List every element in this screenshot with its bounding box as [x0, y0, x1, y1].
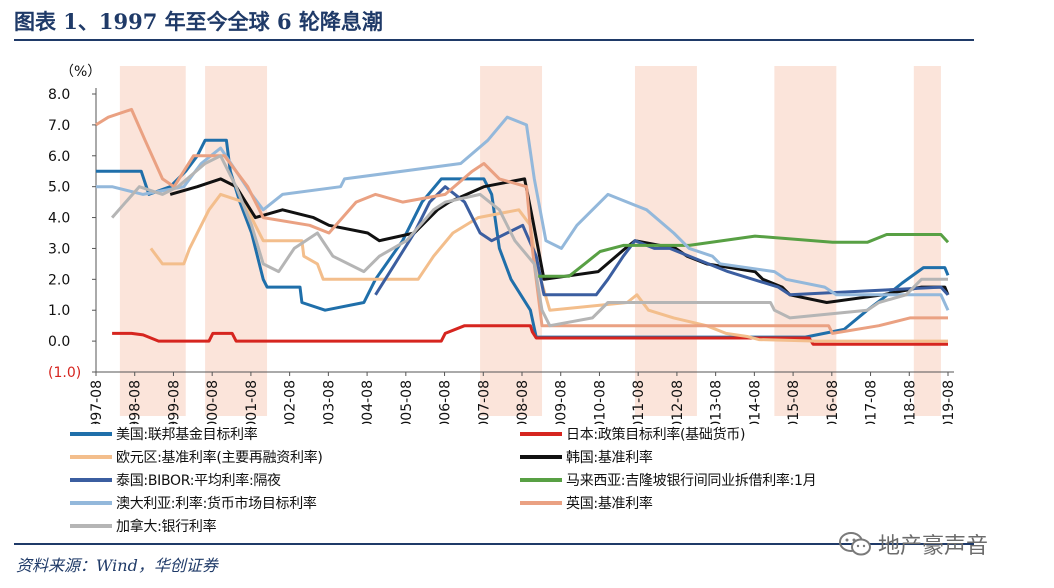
legend-label: 美国:联邦基金目标利率: [116, 427, 258, 443]
legend-item-6: 马来西亚:吉隆坡银行间同业拆借利率:1月: [520, 470, 817, 490]
watermark-text: 地产豪声音: [878, 534, 989, 559]
legend-swatch: [70, 432, 112, 436]
legend-item-4: 韩国:基准利率: [520, 447, 653, 467]
y-axis-label: （%）: [60, 64, 101, 80]
x-tick-label: 2015-08: [786, 380, 802, 424]
x-tick-label: 1997-08: [89, 380, 105, 424]
y-tick-label: 2.0: [48, 272, 70, 288]
legend-swatch: [70, 501, 112, 505]
series-line-7: [95, 115, 950, 311]
chat-bubble-icon: [839, 532, 871, 556]
legend-label: 日本:政策目标利率(基础货币): [566, 427, 746, 443]
legend-item-1: 美国:联邦基金目标利率: [70, 424, 258, 444]
x-tick-label: 1998-08: [128, 380, 144, 424]
x-tick-label: 2007-08: [476, 380, 492, 424]
legend-label: 泰国:BIBOR:平均利率:隔夜: [116, 473, 281, 489]
watermark: 地产豪声音: [838, 528, 988, 560]
x-tick-label: 2014-08: [747, 380, 763, 424]
series-line-9: [110, 154, 948, 328]
rate-chart: (1.0) 0.0 1.0 2.0 3.0 4.0 5.0 6.0 7.0 8.0 1997-08 1…: [48, 64, 957, 424]
y-tick-label: 8.0: [48, 87, 70, 103]
legend-swatch: [70, 455, 112, 459]
legend-swatch: [70, 524, 112, 528]
x-tick-label: 2019-08: [941, 380, 957, 424]
legend-item-3: 欧元区:基准利率(主要再融资利率): [70, 447, 323, 467]
legend-item-8: 英国:基准利率: [520, 493, 653, 513]
legend-swatch: [520, 455, 562, 459]
page-title: 图表 1、1997 年至今全球 6 轮降息潮: [14, 9, 383, 34]
x-tick-label: 2018-08: [902, 380, 918, 424]
legend-label: 澳大利亚:利率:货币市场目标利率: [116, 496, 317, 512]
legend-label: 欧元区:基准利率(主要再融资利率): [116, 450, 323, 466]
footer-divider: [14, 543, 974, 545]
x-tick-label: 2001-08: [244, 380, 260, 424]
x-tick-label: 2009-08: [554, 380, 570, 424]
legend-swatch: [520, 478, 562, 482]
x-tick-label: 2016-08: [825, 380, 841, 424]
shaded-period-4: [634, 66, 697, 416]
legend-swatch: [520, 501, 562, 505]
chart-axes: (1.0) 0.0 1.0 2.0 3.0 4.0 5.0 6.0 7.0 8.0 1997-08 1…: [48, 87, 957, 424]
series-line-6: [538, 233, 950, 278]
x-tick-label: 2003-08: [321, 380, 337, 424]
y-tick-label: 0.0: [48, 334, 70, 350]
legend-swatch: [520, 432, 562, 436]
shaded-period-6: [913, 66, 941, 416]
legend-label: 英国:基准利率: [566, 496, 653, 512]
legend-item-2: 日本:政策目标利率(基础货币): [520, 424, 745, 444]
y-tick-label: 1.0: [48, 303, 70, 319]
x-tick-label: 2006-08: [438, 380, 454, 424]
y-tick-label: 6.0: [48, 149, 70, 165]
legend-item-7: 澳大利亚:利率:货币市场目标利率: [70, 493, 317, 513]
series-line-5: [374, 185, 950, 297]
y-tick-label: 5.0: [48, 180, 70, 196]
series-line-8: [95, 107, 948, 335]
legend-swatch: [70, 478, 112, 482]
legend-item-5: 泰国:BIBOR:平均利率:隔夜: [70, 470, 281, 490]
y-tick-label: 4.0: [48, 211, 70, 227]
series-line-2: [112, 324, 948, 346]
legend-item-9: 加拿大:银行利率: [70, 516, 217, 536]
x-tick-label: 2017-08: [864, 380, 880, 424]
x-tick-label: 2005-08: [399, 380, 415, 424]
x-tick-label: 2010-08: [592, 380, 608, 424]
x-tick-label: 2002-08: [283, 380, 299, 424]
source-note: 资料来源：Wind，华创证券: [16, 556, 218, 575]
legend-label: 马来西亚:吉隆坡银行间同业拆借利率:1月: [566, 473, 817, 489]
y-tick-label: (1.0): [48, 365, 81, 381]
y-tick-label: 7.0: [48, 118, 70, 134]
x-tick-label: 2013-08: [709, 380, 725, 424]
x-tick-label: 2008-08: [515, 380, 531, 424]
x-tick-label: 2004-08: [360, 380, 376, 424]
x-tick-label: 2012-08: [670, 380, 686, 424]
legend-label: 韩国:基准利率: [566, 450, 653, 466]
shaded-period-1: [119, 66, 186, 416]
series-lines: [95, 107, 950, 346]
y-tick-label: 3.0: [48, 241, 70, 257]
x-tick-label: 2000-08: [205, 380, 221, 424]
x-tick-label: 2011-08: [631, 380, 647, 424]
x-tick-label: 1999-08: [166, 380, 182, 424]
legend-label: 加拿大:银行利率: [116, 519, 217, 535]
title-divider: [14, 39, 974, 41]
